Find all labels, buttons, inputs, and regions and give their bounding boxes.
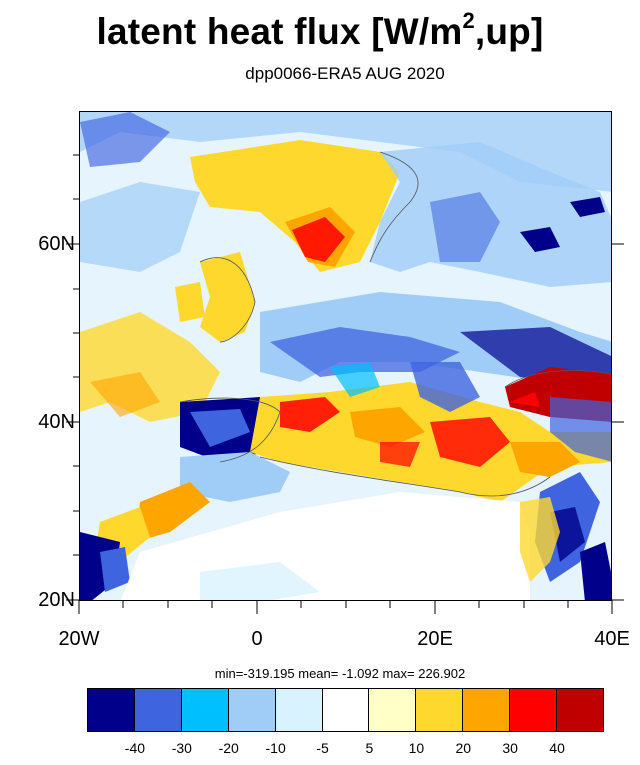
lon-label-0: 0 <box>251 628 263 650</box>
lat-label-60n: 60N <box>38 233 75 255</box>
colorbar-box <box>180 688 229 732</box>
colorbar-label: 30 <box>502 740 518 756</box>
colorbar-label: 10 <box>408 740 425 756</box>
colorbar-box <box>556 688 604 732</box>
colorbar-box <box>87 688 135 732</box>
colorbar-box <box>321 688 370 732</box>
field-statistics: min=-319.195 mean= -1.092 max= 226.902 <box>214 666 466 681</box>
colorbar-labels: -40 -30 -20 -10 -5 5 10 20 30 40 <box>88 740 604 760</box>
colorbar-box <box>509 688 558 732</box>
colorbar-box <box>274 688 323 732</box>
colorbar <box>87 688 604 732</box>
axis-ticks <box>66 154 624 614</box>
colorbar-label: -20 <box>218 740 239 756</box>
colorbar-box <box>368 688 417 732</box>
lon-label-20e: 20E <box>417 628 453 650</box>
colorbar-label: -30 <box>171 740 192 756</box>
lon-label-20w: 20W <box>58 628 100 650</box>
colorbar-label: -10 <box>265 740 286 756</box>
colorbar-label: 40 <box>549 740 565 756</box>
colorbar-label: -40 <box>124 740 146 756</box>
latent-heat-flux-field <box>80 112 611 600</box>
map-subtitle: dpp0066-ERA5 AUG 2020 <box>245 64 445 83</box>
colorbar-label: -5 <box>316 740 329 756</box>
colorbar-box <box>227 688 276 732</box>
colorbar-box <box>133 688 182 732</box>
colorbar-label: 20 <box>455 740 472 756</box>
colorbar-box <box>462 688 511 732</box>
lon-label-40e: 40E <box>594 628 630 650</box>
map-title: latent heat flux [W/m2,up] <box>96 8 544 52</box>
colorbar-box <box>415 688 464 732</box>
map-panel <box>79 111 612 601</box>
lat-label-20n: 20N <box>38 589 75 611</box>
colorbar-label: 5 <box>365 740 374 756</box>
lat-label-40n: 40N <box>38 411 75 433</box>
